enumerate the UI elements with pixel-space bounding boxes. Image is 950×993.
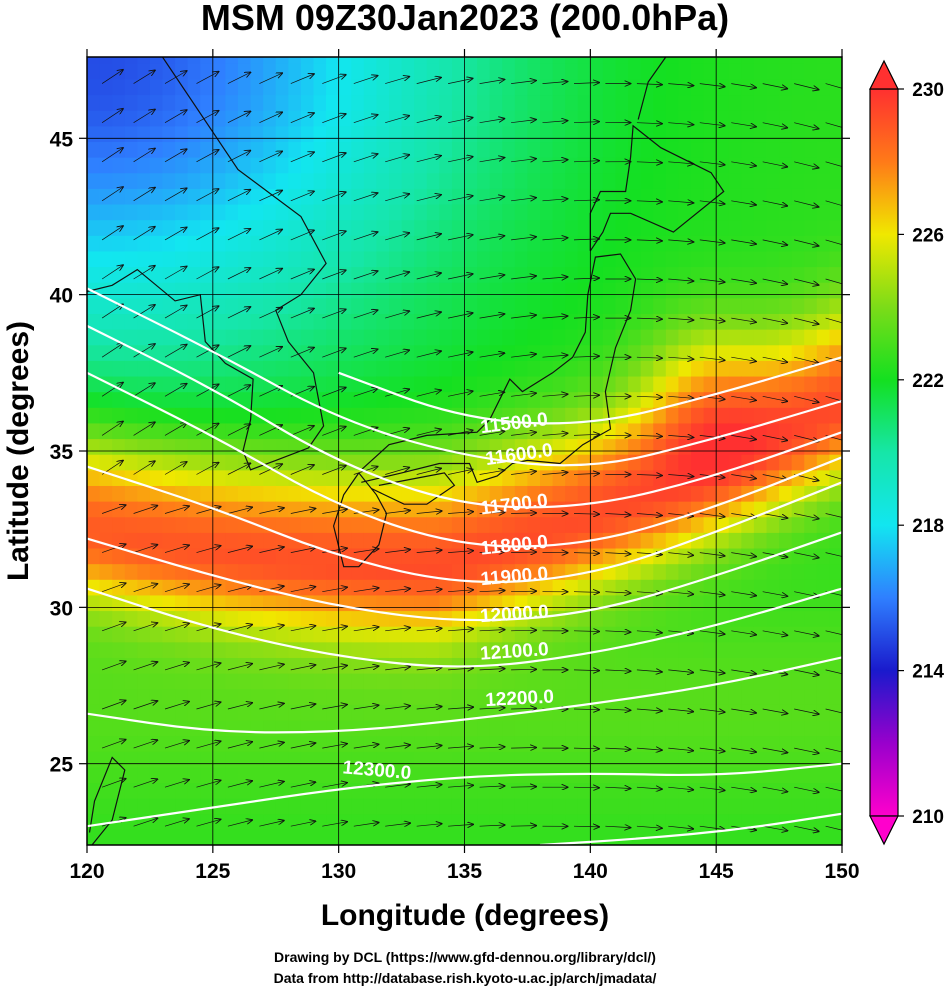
contour-11800: [87, 371, 842, 548]
contour-11700: [87, 324, 842, 509]
contour-11600: [87, 287, 842, 467]
y-tick-label: 45: [50, 128, 74, 151]
contour-12300: [87, 762, 842, 828]
x-tick-label: 135: [447, 860, 482, 883]
gridlines: [87, 57, 842, 845]
colorbar-max-arrow: [869, 59, 899, 90]
colorbar-gradient: [869, 88, 899, 817]
contour-label-12200: 12200.0: [485, 687, 555, 712]
colorbar-tick-label: 222: [912, 371, 944, 392]
x-tick-label: 120: [69, 860, 104, 883]
contour-12100: [87, 587, 842, 668]
y-axis-ticks: 25 30 35 40 45: [50, 128, 850, 777]
colorbar-tick-label: 218: [912, 516, 944, 537]
x-tick-label: 150: [824, 860, 859, 883]
credit-line-2: Data from http://database.rish.kyoto-u.a…: [274, 970, 657, 986]
x-tick-label: 145: [699, 860, 734, 883]
colorbar-min-arrow: [869, 815, 899, 846]
contour-label-12100: 12100.0: [479, 639, 549, 665]
colorbar: 210 214 218 222 226 230: [869, 59, 944, 846]
x-tick-label: 130: [321, 860, 356, 883]
contour-12400: [539, 812, 842, 845]
colorbar-tick-label: 214: [912, 662, 944, 683]
y-axis-label: Latitude (degrees): [2, 321, 35, 581]
x-tick-label: 140: [573, 860, 608, 883]
y-tick-label: 35: [50, 441, 74, 464]
wind-vectors: [101, 70, 842, 832]
contour-11500: [338, 356, 842, 425]
x-tick-label: 125: [195, 860, 230, 883]
contour-12000: [87, 531, 842, 622]
colorbar-tick-label: 230: [912, 80, 944, 101]
credit-line-1: Drawing by DCL (https://www.gfd-dennou.o…: [274, 949, 656, 965]
y-tick-label: 25: [50, 754, 74, 777]
chart-title: MSM 09Z30Jan2023 (200.0hPa): [201, 0, 729, 38]
contour-12200: [87, 656, 842, 734]
x-axis-label: Longitude (degrees): [321, 899, 609, 932]
colorbar-tick-label: 226: [912, 225, 944, 246]
plot-area: 11500.011600.011700.011800.011900.012000…: [87, 57, 842, 845]
colorbar-tick-label: 210: [912, 807, 944, 828]
contour-label-12000: 12000.0: [479, 602, 549, 628]
y-tick-label: 40: [50, 285, 73, 308]
contour-11900: [87, 465, 842, 584]
y-tick-label: 30: [50, 597, 73, 620]
x-axis-ticks: 120 125 130 135 140 145 150: [69, 49, 860, 883]
